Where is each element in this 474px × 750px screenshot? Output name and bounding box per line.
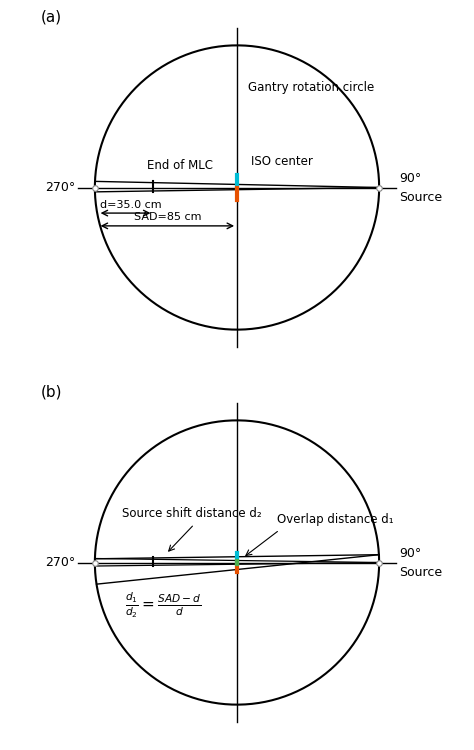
Text: (a): (a) xyxy=(41,10,62,25)
Text: 90°: 90° xyxy=(399,548,421,560)
Text: 270°: 270° xyxy=(45,181,75,194)
Text: $\frac{d_1}{d_2} = \frac{SAD - d}{d}$: $\frac{d_1}{d_2} = \frac{SAD - d}{d}$ xyxy=(125,590,201,620)
Text: Source shift distance d₂: Source shift distance d₂ xyxy=(122,507,261,520)
Text: Source: Source xyxy=(399,566,442,579)
Text: Gantry rotation circle: Gantry rotation circle xyxy=(248,82,374,94)
Text: Overlap distance d₁: Overlap distance d₁ xyxy=(277,512,393,526)
Text: (b): (b) xyxy=(41,385,63,400)
Text: SAD=85 cm: SAD=85 cm xyxy=(134,212,201,222)
Text: ISO center: ISO center xyxy=(251,154,313,167)
Text: Source: Source xyxy=(399,191,442,204)
Text: End of MLC: End of MLC xyxy=(147,159,213,172)
Text: d=35.0 cm: d=35.0 cm xyxy=(100,200,162,209)
Text: 90°: 90° xyxy=(399,172,421,185)
Text: 270°: 270° xyxy=(45,556,75,569)
